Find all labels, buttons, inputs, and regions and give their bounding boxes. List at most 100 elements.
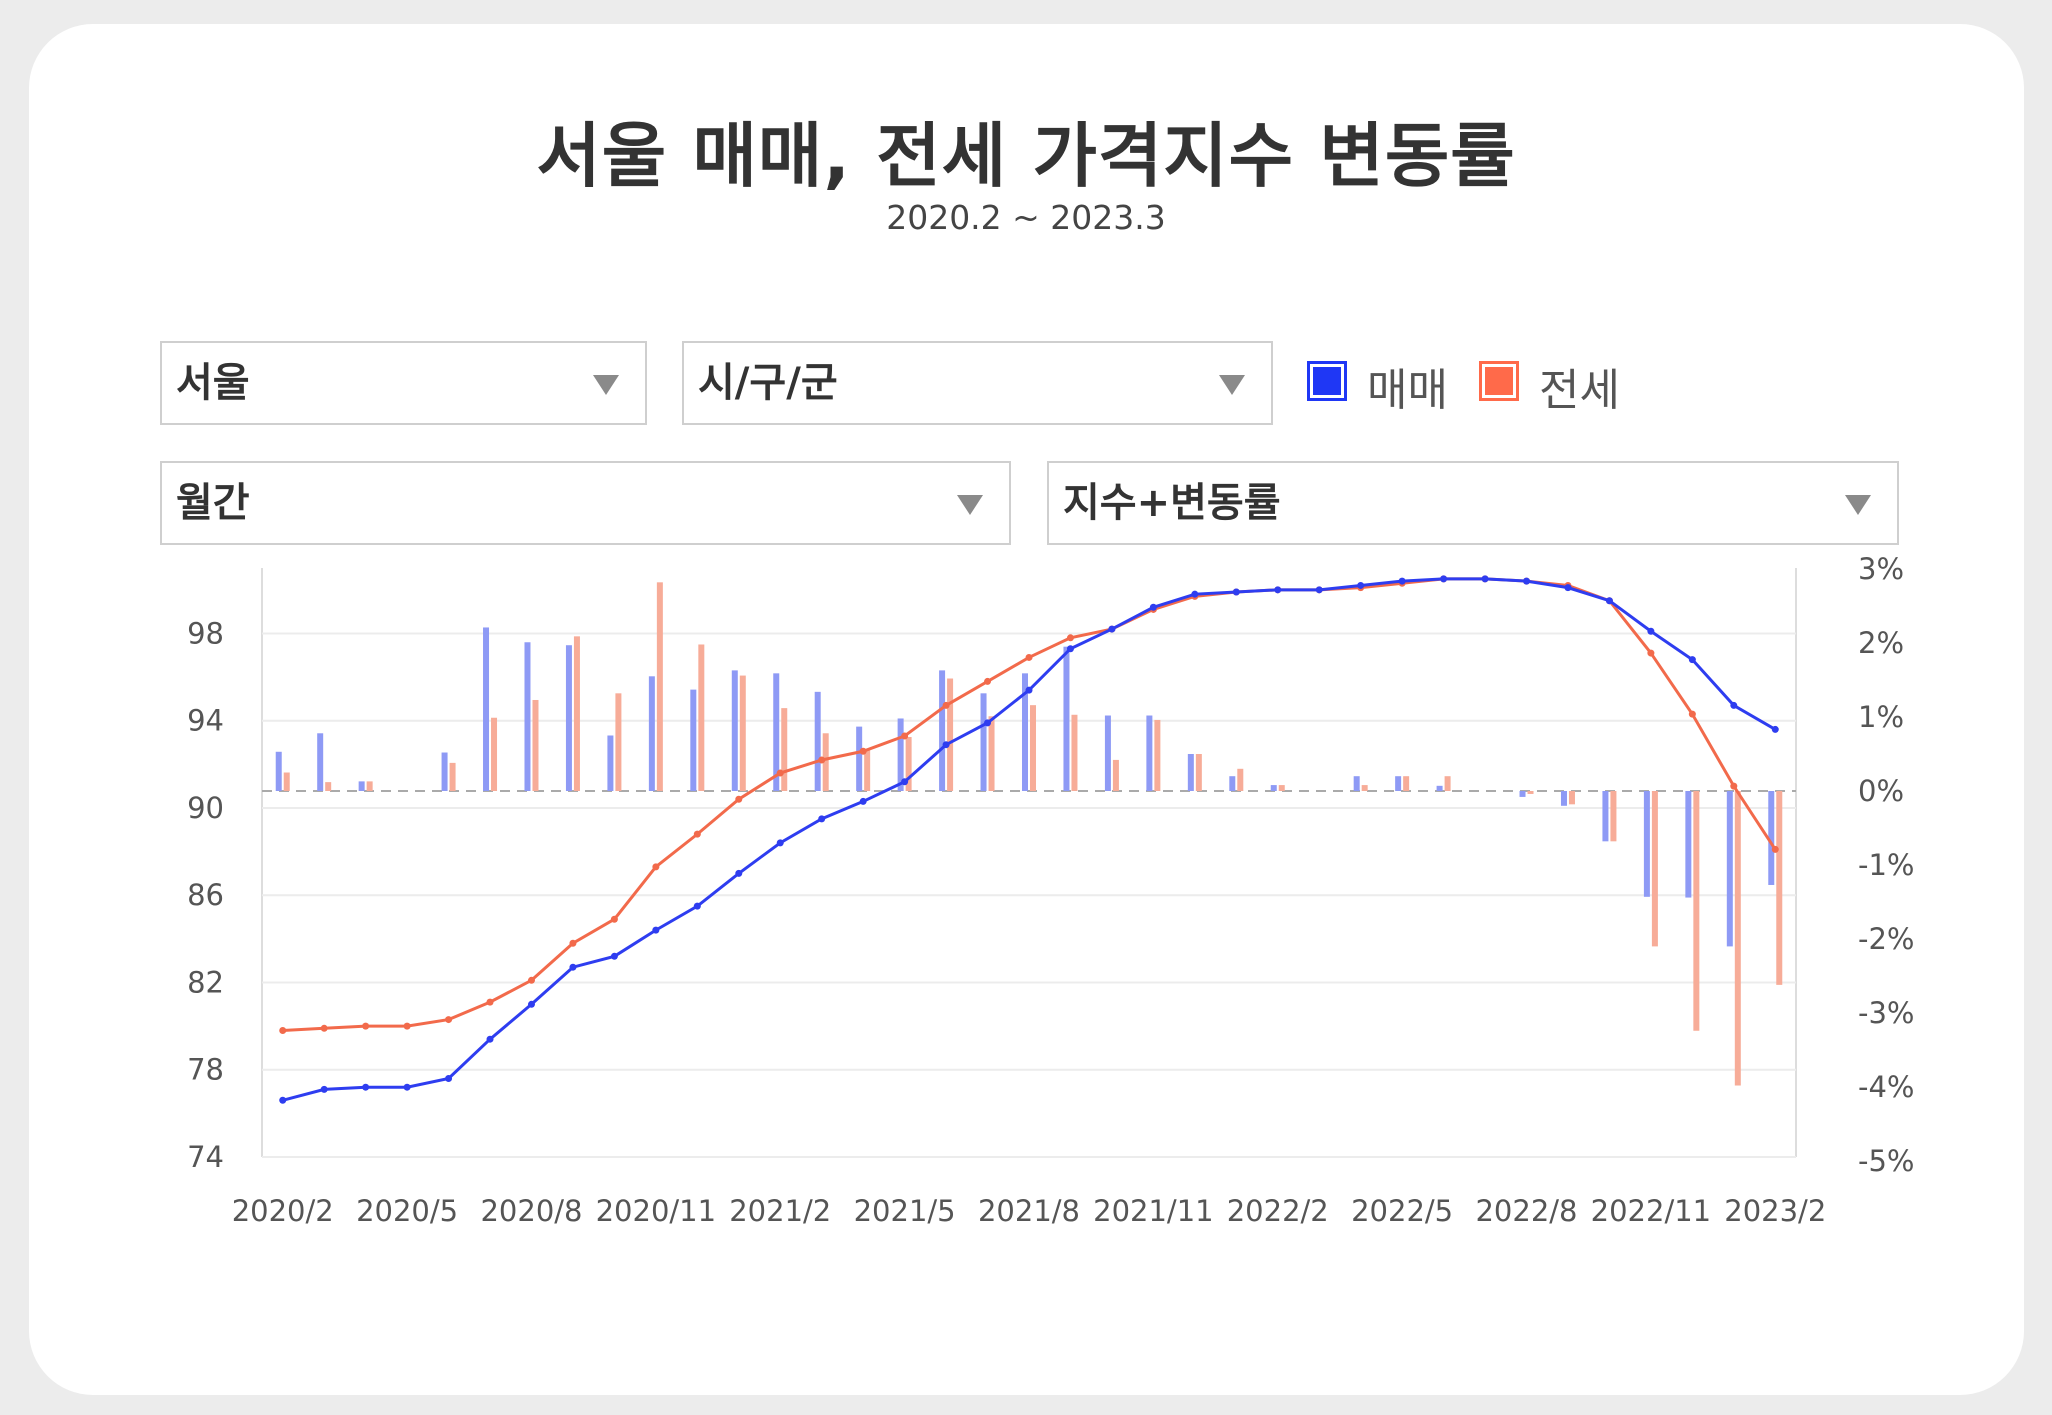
jeonse-change-bar xyxy=(1278,785,1285,791)
jeonse-change-bar xyxy=(947,678,954,791)
sale-change-bar xyxy=(980,693,987,791)
y-right-tick-label: -1% xyxy=(1858,848,1914,882)
sale-change-bar xyxy=(1270,785,1277,791)
jeonse-index-point xyxy=(362,1022,370,1030)
chevron-down-icon xyxy=(593,375,619,395)
sale-index-point xyxy=(1274,586,1282,594)
jeonse-change-bar xyxy=(1403,776,1410,791)
sale-change-bar xyxy=(1726,791,1733,947)
y-left-tick-label: 74 xyxy=(187,1140,224,1174)
x-tick-label: 2022/8 xyxy=(1475,1194,1577,1228)
jeonse-change-bar xyxy=(822,733,829,791)
x-tick-label: 2020/8 xyxy=(480,1194,582,1228)
sale-index-point xyxy=(1523,577,1531,585)
jeonse-index-point xyxy=(527,976,535,984)
jeonse-index-point xyxy=(901,732,909,740)
sale-index-point xyxy=(1191,590,1199,598)
y-right-tick-label: 2% xyxy=(1858,626,1904,660)
sale-index-point xyxy=(1647,627,1655,635)
sale-change-bar xyxy=(441,752,448,791)
sale-index-point xyxy=(1315,586,1323,594)
district-select[interactable]: 시/구/군 xyxy=(682,341,1273,425)
jeonse-index-point xyxy=(859,747,867,755)
legend-sale-swatch xyxy=(1307,361,1347,401)
jeonse-change-bar xyxy=(1527,791,1534,794)
sale-change-bar xyxy=(1353,776,1360,791)
jeonse-index-point xyxy=(1771,845,1779,853)
sale-index-point xyxy=(362,1083,370,1091)
sale-change-bar xyxy=(1229,776,1236,791)
jeonse-change-bar xyxy=(1610,791,1617,842)
jeonse-change-bar xyxy=(449,762,456,791)
legend-jeonse-swatch xyxy=(1479,361,1519,401)
jeonse-change-bar xyxy=(532,699,539,791)
legend-jeonse-label: 전세 xyxy=(1539,365,1620,416)
sale-index-point xyxy=(1357,581,1365,589)
mode-select-value: 지수+변동률 xyxy=(1063,480,1281,526)
sale-index-point xyxy=(1025,686,1033,694)
jeonse-change-bar xyxy=(698,644,705,791)
period-select[interactable]: 월간 xyxy=(160,461,1011,545)
page-subtitle: 2020.2 ~ 2023.3 xyxy=(886,198,1166,237)
jeonse-index-point xyxy=(776,769,784,777)
sale-change-bar xyxy=(939,670,946,791)
jeonse-change-bar xyxy=(491,717,498,791)
sale-index-point xyxy=(1066,645,1074,653)
region-select[interactable]: 서울 xyxy=(160,341,647,425)
y-left-tick-label: 98 xyxy=(187,616,224,650)
sale-change-bar xyxy=(1146,715,1153,791)
sale-change-bar xyxy=(1643,791,1650,897)
jeonse-index-point xyxy=(403,1022,411,1030)
sale-change-bar xyxy=(1519,791,1526,797)
sale-change-bar xyxy=(565,645,572,791)
jeonse-index-point xyxy=(569,939,577,947)
x-tick-label: 2021/8 xyxy=(978,1194,1080,1228)
jeonse-change-bar xyxy=(366,781,373,791)
x-tick-label: 2022/5 xyxy=(1351,1194,1453,1228)
jeonse-change-bar xyxy=(1361,785,1368,791)
sale-index-point xyxy=(1564,584,1572,592)
sale-index-point xyxy=(1149,603,1157,611)
sale-index-point xyxy=(652,926,660,934)
jeonse-change-bar xyxy=(283,772,290,791)
jeonse-index-point xyxy=(693,830,701,838)
x-tick-label: 2020/11 xyxy=(596,1194,716,1228)
jeonse-change-bar xyxy=(1693,791,1700,1031)
sale-change-bar xyxy=(1063,646,1070,791)
sale-index-point xyxy=(610,952,618,960)
jeonse-index-point xyxy=(1688,710,1696,718)
y-right-tick-label: 1% xyxy=(1858,700,1904,734)
jeonse-change-bar xyxy=(1651,791,1658,947)
period-select-value: 월간 xyxy=(176,480,250,526)
sale-index-point xyxy=(693,902,701,910)
sale-change-bar xyxy=(897,718,904,791)
mode-select[interactable]: 지수+변동률 xyxy=(1047,461,1899,545)
sale-change-bar xyxy=(1395,776,1402,791)
sale-change-bar xyxy=(814,691,821,791)
jeonse-change-bar xyxy=(1195,754,1202,791)
sale-change-bar xyxy=(1436,785,1443,791)
jeonse-change-bar xyxy=(905,736,912,791)
sale-change-bar xyxy=(1602,791,1609,842)
jeonse-change-bar xyxy=(573,636,580,791)
sale-change-bar xyxy=(856,726,863,791)
jeonse-index-point xyxy=(610,915,618,923)
district-select-value: 시/구/군 xyxy=(698,360,838,406)
sale-index-point xyxy=(984,719,992,727)
sale-change-bar xyxy=(1560,791,1567,806)
sale-index-point xyxy=(1440,575,1448,583)
jeonse-change-bar xyxy=(1734,791,1741,1086)
sale-index-point xyxy=(1771,725,1779,733)
jeonse-change-bar xyxy=(1112,759,1119,791)
region-select-value: 서울 xyxy=(176,360,250,406)
sale-index-point xyxy=(1688,656,1696,664)
sale-index-point xyxy=(1481,575,1489,583)
jeonse-index-point xyxy=(652,863,660,871)
sale-change-bar xyxy=(690,689,697,791)
x-tick-label: 2022/2 xyxy=(1227,1194,1329,1228)
sale-index-point xyxy=(403,1083,411,1091)
x-tick-label: 2023/2 xyxy=(1724,1194,1826,1228)
y-left-tick-label: 78 xyxy=(187,1053,224,1087)
jeonse-change-bar xyxy=(1071,714,1078,791)
jeonse-change-bar xyxy=(1237,768,1244,791)
